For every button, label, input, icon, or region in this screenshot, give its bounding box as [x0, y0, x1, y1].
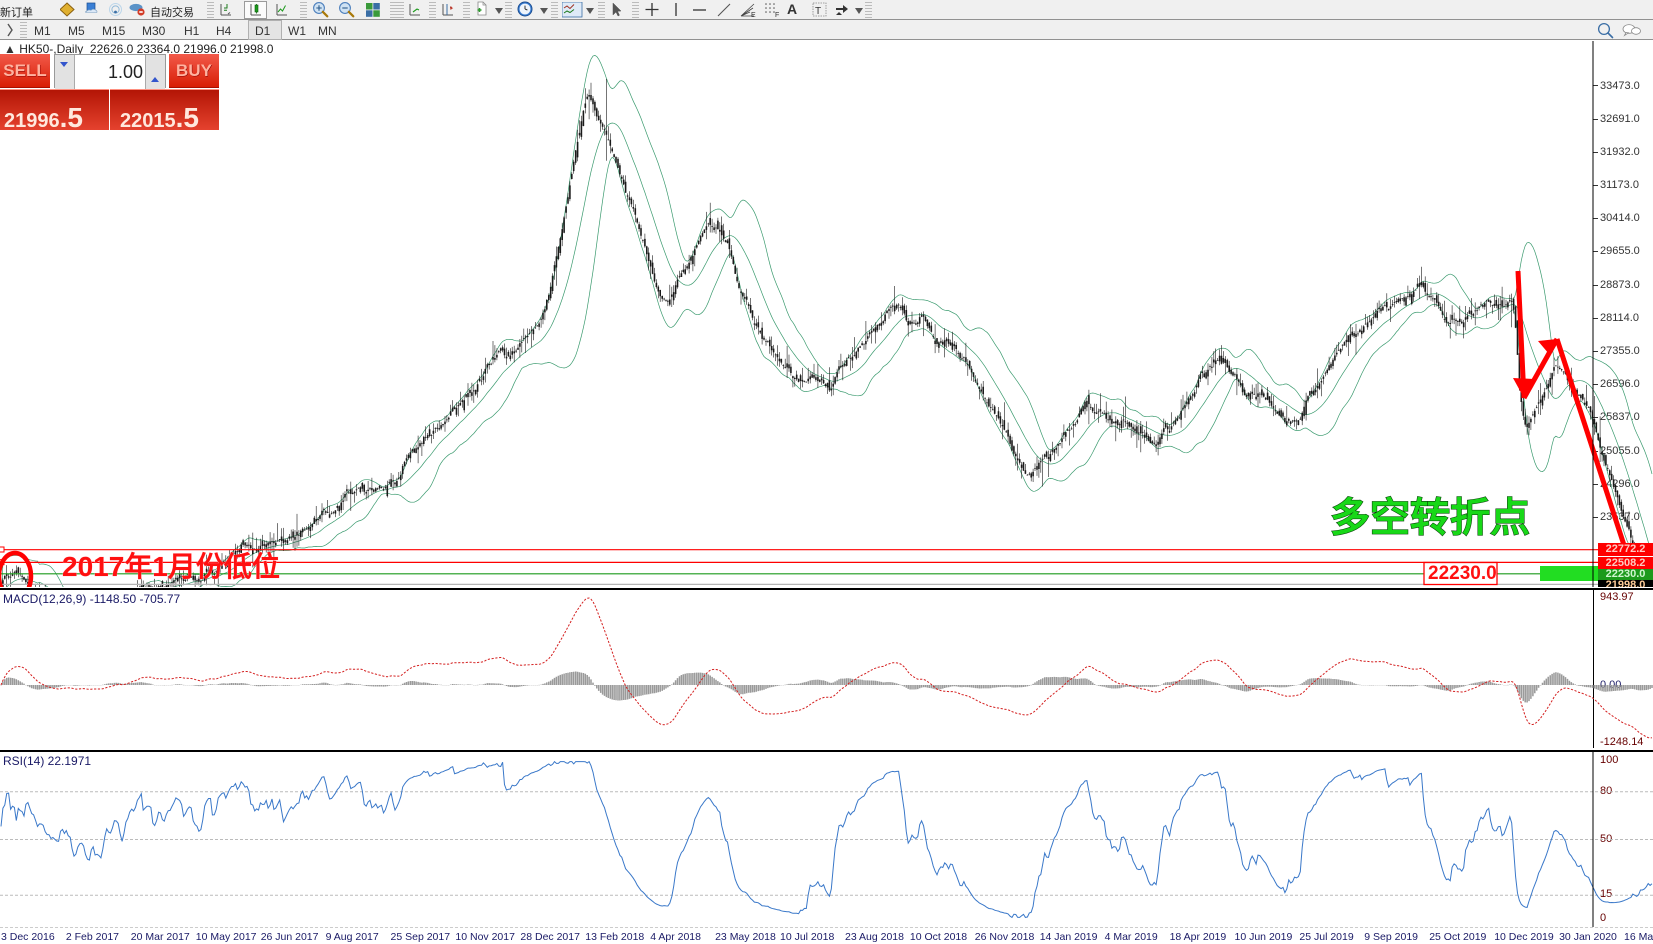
svg-text:22230.0: 22230.0 [1428, 563, 1497, 584]
svg-text:E: E [751, 12, 756, 18]
svg-text:F: F [775, 12, 779, 18]
svg-text:A: A [787, 1, 797, 17]
svg-text:2017年1月份低位: 2017年1月份低位 [62, 550, 280, 582]
svg-text:T: T [815, 6, 821, 17]
svg-text:多空转折点: 多空转折点 [1330, 496, 1530, 540]
